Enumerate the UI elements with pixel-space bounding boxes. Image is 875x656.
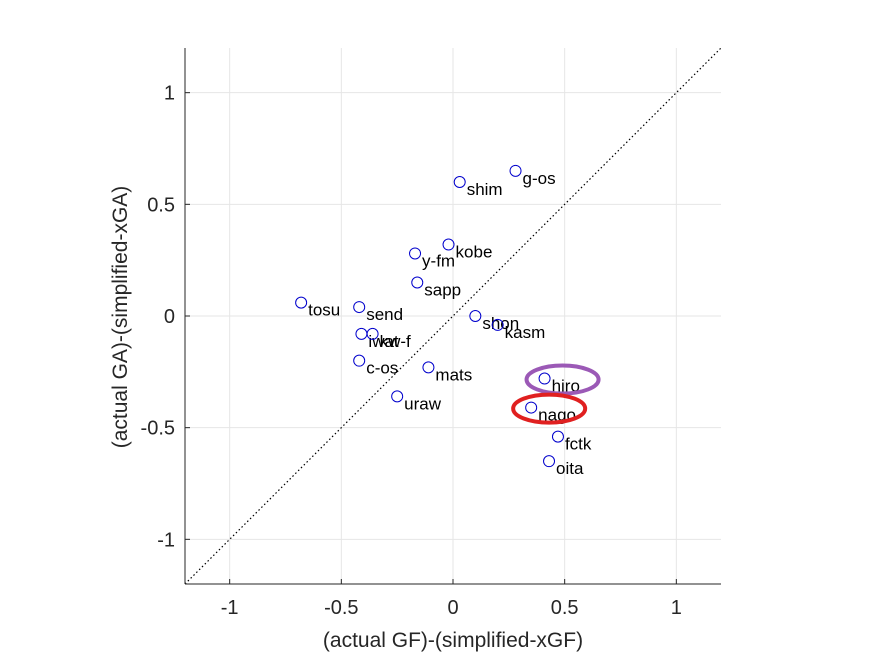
- data-point: hiro: [538, 372, 580, 396]
- data-point: uraw: [391, 390, 442, 413]
- point-marker: [538, 372, 551, 385]
- data-point: fctk: [551, 430, 592, 454]
- highlight-ellipses: [511, 363, 601, 425]
- grid-lines: [185, 48, 721, 584]
- x-tick-label: 1: [671, 597, 682, 619]
- data-point: shim: [453, 176, 503, 199]
- data-point: kasm: [491, 318, 546, 342]
- tick-labels: -1 -0.5 0 0.5 1 -1 -0.5 0 0.5 1: [141, 83, 682, 619]
- point-label: mats: [435, 365, 472, 384]
- data-point: send: [353, 301, 403, 324]
- point-marker: [442, 238, 455, 251]
- point-label: c-os: [366, 359, 398, 378]
- data-point: sapp: [411, 276, 461, 300]
- data-point: g-os: [509, 164, 556, 188]
- point-label: oita: [556, 459, 584, 478]
- point-label: uraw: [404, 394, 442, 413]
- point-label: y-fm: [422, 251, 455, 270]
- data-point: oita: [543, 455, 584, 478]
- point-label: hiro: [552, 377, 580, 396]
- point-marker: [411, 276, 424, 289]
- point-label: shon: [482, 314, 519, 333]
- point-marker: [391, 390, 404, 403]
- point-label: iwat: [368, 332, 399, 351]
- data-point: kw-f: [366, 327, 411, 351]
- point-label: sapp: [424, 281, 461, 300]
- point-marker: [422, 361, 435, 374]
- point-label: kasm: [505, 323, 546, 342]
- point-marker: [543, 455, 556, 468]
- point-marker: [353, 354, 366, 367]
- point-marker: [453, 176, 466, 188]
- point-label: kobe: [456, 243, 493, 262]
- x-tick-label: -1: [221, 597, 239, 619]
- y-tick-label: -1: [157, 529, 175, 551]
- point-marker: [295, 296, 308, 309]
- data-point: kobe: [442, 238, 493, 262]
- axes: [184, 48, 721, 585]
- point-marker: [353, 301, 366, 314]
- point-marker: [409, 247, 422, 260]
- point-marker: [491, 318, 504, 331]
- y-axis-label: (actual GA)-(simplified-xGA): [109, 186, 132, 449]
- data-point: c-os: [353, 354, 398, 378]
- y-tick-label: 0.5: [147, 194, 175, 216]
- x-tick-label: 0.5: [551, 597, 579, 619]
- x-axis-label: (actual GF)-(simplified-xGF): [323, 629, 583, 652]
- point-marker: [366, 327, 379, 340]
- point-marker: [551, 430, 564, 443]
- point-marker: [509, 164, 522, 177]
- data-point: y-fm: [409, 247, 455, 270]
- y-tick-label: -0.5: [141, 418, 175, 440]
- data-point: mats: [422, 361, 472, 384]
- point-label: fctk: [565, 435, 592, 454]
- point-marker: [355, 327, 368, 340]
- data-point: shon: [469, 310, 519, 333]
- data-point: tosu: [295, 296, 340, 320]
- point-label: g-os: [523, 169, 556, 188]
- highlight-ellipse-nago: [511, 392, 588, 425]
- y-tick-label: 1: [164, 83, 175, 105]
- point-label: kw-f: [380, 332, 411, 351]
- y-tick-label: 0: [164, 306, 175, 328]
- point-label: send: [366, 305, 403, 324]
- point-marker: [525, 401, 538, 414]
- x-tick-label: 0: [447, 597, 458, 619]
- point-label: tosu: [308, 301, 340, 320]
- x-tick-label: -0.5: [324, 597, 358, 619]
- point-marker: [469, 310, 482, 322]
- point-label: shim: [467, 180, 503, 199]
